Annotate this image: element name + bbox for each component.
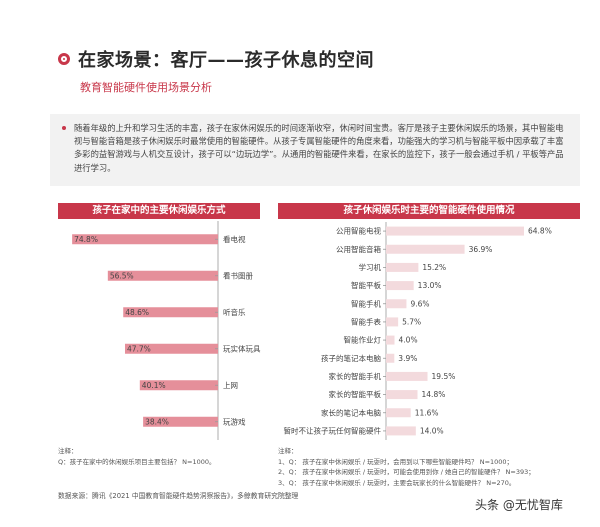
right-bar [386,226,524,236]
right-bar [386,281,414,291]
right-category-label: 公用智能音箱 [336,244,381,254]
right-category-label: 家长的笔记本电脑 [321,407,381,417]
right-value-label: 14.8% [422,390,446,399]
right-category-label: 公用智能电视 [336,226,381,236]
left-value-label: 47.7% [127,344,151,353]
left-category-label: 玩实体玩具 [223,343,261,353]
right-bar [386,353,395,363]
watermark: 头条 @无忧智库 [475,498,563,512]
right-category-label: 家长的智能平板 [329,389,382,399]
left-bar [139,380,218,391]
left-note-line: Q：孩子在家中的休闲娱乐项目主要包括？ N=1000。 [58,457,216,466]
intro-box: 随着年级的上升和学习生活的丰富，孩子在家休闲娱乐的时间逐渐收窄，休闲时间宝贵。客… [50,114,580,186]
left-bar [124,343,218,354]
right-value-label: 13.0% [418,281,442,290]
right-category-label: 家长的智能手机 [329,371,382,381]
right-category-label: 孩子的笔记本电脑 [321,353,381,363]
left-chart-note: 注释： Q：孩子在家中的休闲娱乐项目主要包括？ N=1000。 [58,446,216,467]
left-category-label: 看书图册 [223,270,253,280]
right-note-line: 2、Q： 孩子在家中休闲娱乐 / 玩耍时，可能会使用到你 / 她自己的智能硬件？… [278,468,535,476]
right-value-label: 36.9% [469,245,493,254]
right-bar [386,371,428,381]
right-value-label: 4.0% [399,336,418,345]
left-category-label: 看电视 [223,234,246,244]
right-category-label: 智能作业灯 [344,335,382,345]
left-category-label: 上网 [223,381,238,390]
right-bar [386,390,418,400]
right-value-label: 9.6% [410,299,429,308]
left-value-label: 40.1% [142,381,166,390]
right-bar [386,244,465,254]
right-category-label: 智能平板 [351,280,381,290]
left-note-title: 注释： [58,447,78,455]
right-category-label: 学习机 [359,262,382,272]
right-bar [386,262,419,272]
right-note-line: 1、Q： 孩子在家中休闲娱乐 / 玩耍时，会用到以下哪些智能硬件吗？ N=100… [278,457,514,466]
right-category-label: 智能手表 [351,317,381,327]
right-chart-note: 注释： 1、Q： 孩子在家中休闲娱乐 / 玩耍时，会用到以下哪些智能硬件吗？ N… [278,446,535,488]
bullet-icon [62,126,66,130]
left-category-label: 听音乐 [223,307,246,317]
right-value-label: 19.5% [432,372,456,381]
data-source: 数据来源：腾讯《2021 中国教育智能硬件趋势洞察报告》，多鲸教育研究院整理 [58,492,299,500]
left-category-label: 玩游戏 [223,416,246,426]
circle-bullet-icon [58,53,70,65]
right-bar [386,335,395,345]
page-subtitle: 教育智能硬件使用场景分析 [80,81,212,94]
left-value-label: 38.4% [145,417,169,426]
left-chart-header: 孩子在家中的主要休闲娱乐方式 [58,203,260,219]
title-bar: 在家场景：客厅——孩子休息的空间 [58,46,374,72]
left-value-label: 48.6% [125,308,149,317]
right-chart-header: 孩子休闲娱乐时主要的智能硬件使用情况 [278,203,580,219]
left-value-label: 74.8% [74,235,98,244]
right-bar [386,408,411,418]
left-bar [123,307,218,318]
right-bar [386,317,399,327]
right-value-label: 5.7% [402,318,421,327]
right-value-label: 64.8% [528,227,552,236]
left-value-label: 56.5% [110,271,134,280]
intro-text: 随着年级的上升和学习生活的丰富，孩子在家休闲娱乐的时间逐渐收窄，休闲时间宝贵。客… [74,123,564,173]
right-note-line: 3、Q： 孩子在家中休闲娱乐 / 玩耍时，主要会玩家长的什么智能硬件？ N=27… [278,478,516,487]
left-bar [107,270,218,281]
left-bar [72,234,218,245]
right-value-label: 15.2% [422,263,446,272]
right-category-label: 智能手机 [351,298,381,308]
right-value-label: 11.6% [415,408,439,417]
right-note-title: 注释： [278,447,298,455]
right-bar [386,426,416,436]
right-bar [386,299,407,309]
left-bar [143,416,218,427]
right-category-label: 暂时不让孩子玩任何智能硬件 [284,426,382,436]
right-value-label: 3.9% [398,354,417,363]
right-value-label: 14.0% [420,427,444,436]
page-title: 在家场景：客厅——孩子休息的空间 [78,50,374,71]
